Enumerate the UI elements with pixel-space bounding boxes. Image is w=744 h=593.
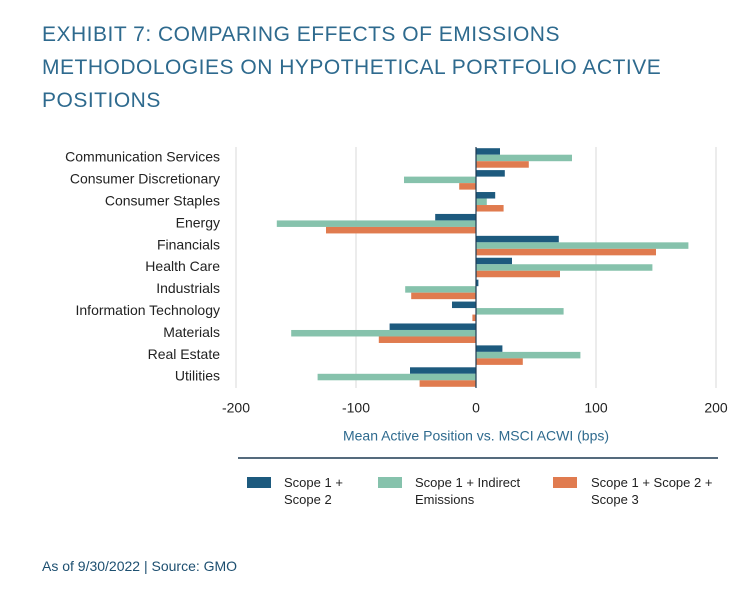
- bar: [476, 270, 560, 278]
- legend-label: Scope 1 + Scope 2: [284, 475, 343, 507]
- x-tick-label: -200: [222, 400, 250, 416]
- bar: [476, 148, 500, 155]
- x-tick-label: 200: [704, 400, 728, 416]
- bar: [389, 323, 476, 330]
- bar: [291, 329, 476, 337]
- bar: [476, 235, 559, 243]
- bar: [378, 336, 476, 343]
- bar: [476, 170, 505, 177]
- y-tick-label: Communication Services: [65, 149, 220, 165]
- y-tick-label: Industrials: [156, 280, 220, 296]
- bar: [472, 314, 476, 322]
- y-tick-label: Energy: [176, 214, 220, 230]
- x-tick-label: 100: [584, 400, 608, 416]
- bar: [476, 257, 512, 265]
- x-tick-label: -100: [342, 400, 370, 416]
- y-tick-label: Consumer Staples: [105, 192, 220, 208]
- bar: [476, 192, 496, 199]
- y-tick-label: Financials: [157, 236, 220, 252]
- bar: [410, 367, 476, 374]
- bar: [411, 292, 476, 300]
- x-tick-label: 0: [472, 400, 480, 416]
- bar: [326, 226, 476, 234]
- y-tick-label: Utilities: [175, 368, 220, 384]
- bar: [404, 176, 476, 184]
- bar: [459, 183, 476, 190]
- bar: [476, 264, 653, 271]
- bar: [405, 286, 476, 293]
- bar: [452, 301, 476, 309]
- y-tick-label: Materials: [163, 324, 220, 340]
- legend-label: Scope 1 + Scope 2 + Scope 3: [591, 475, 713, 507]
- y-tick-label: Consumer Discretionary: [70, 171, 220, 187]
- chart-title: EXHIBIT 7: COMPARING EFFECTS OF EMISSION…: [42, 23, 662, 112]
- bar: [476, 308, 564, 315]
- bar: [476, 351, 581, 359]
- bar: [476, 358, 523, 365]
- bar: [419, 380, 476, 387]
- legend-swatch: [553, 477, 577, 488]
- bar: [476, 154, 572, 162]
- legend-swatch: [247, 477, 271, 488]
- y-tick-label: Information Technology: [76, 302, 221, 318]
- bar: [476, 242, 689, 249]
- y-tick-label: Health Care: [145, 258, 220, 274]
- bar: [476, 345, 503, 352]
- y-tick-label: Real Estate: [148, 346, 221, 362]
- bar: [276, 220, 476, 227]
- bar: [476, 161, 529, 168]
- x-axis-title: Mean Active Position vs. MSCI ACWI (bps): [343, 428, 609, 444]
- source-note: As of 9/30/2022 | Source: GMO: [42, 558, 238, 574]
- bar: [476, 198, 487, 206]
- bar: [476, 279, 479, 287]
- legend-label: Scope 1 + Indirect Emissions: [415, 475, 521, 507]
- bar: [317, 373, 476, 381]
- bar: [476, 205, 504, 212]
- legend-swatch: [378, 477, 402, 488]
- bar: [435, 213, 476, 221]
- bar: [476, 248, 656, 256]
